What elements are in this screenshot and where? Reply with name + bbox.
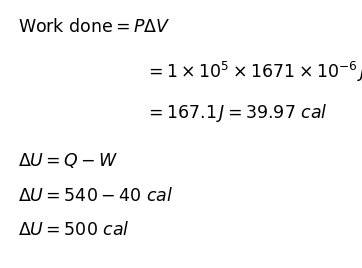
Text: $\Delta U = 500\ \mathit{cal}$: $\Delta U = 500\ \mathit{cal}$ xyxy=(18,221,130,240)
Text: $= 167.1\,J = 39.97\ \mathit{cal}$: $= 167.1\,J = 39.97\ \mathit{cal}$ xyxy=(145,102,328,124)
Text: $\Delta U = Q - W$: $\Delta U = Q - W$ xyxy=(18,151,119,170)
Text: $\Delta U = 540 - 40\ \mathit{cal}$: $\Delta U = 540 - 40\ \mathit{cal}$ xyxy=(18,187,173,205)
Text: $= 1 \times 10^{5} \times 1671 \times 10^{-6}\,J$: $= 1 \times 10^{5} \times 1671 \times 10… xyxy=(145,60,362,84)
Text: $\mathrm{Work\ done} = P\Delta V$: $\mathrm{Work\ done} = P\Delta V$ xyxy=(18,18,171,36)
